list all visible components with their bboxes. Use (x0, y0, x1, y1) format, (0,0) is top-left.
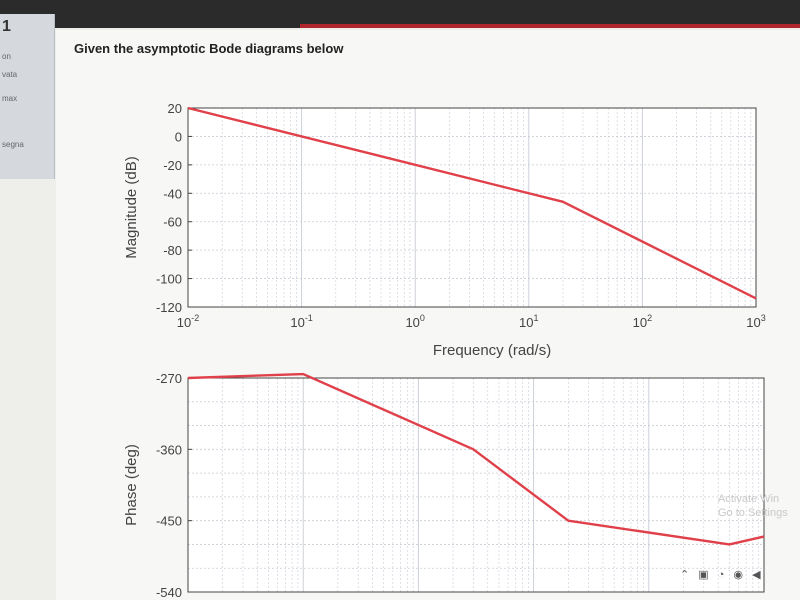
y-axis-label: Magnitude (dB) (123, 156, 140, 259)
sidebar-label-1: on (2, 52, 11, 61)
y-tick-label: -450 (156, 514, 182, 529)
x-tick-label: 10-1 (290, 313, 312, 330)
y-tick-label: -80 (163, 243, 182, 258)
y-tick-label: 0 (175, 129, 182, 144)
activation-watermark: Activate Win Go to Settings (718, 492, 788, 520)
x-tick-label: 103 (746, 313, 765, 330)
y-tick-label: -120 (156, 300, 182, 315)
plot-frame (187, 377, 765, 593)
plot-frame (187, 107, 757, 308)
y-tick-label: 20 (168, 101, 182, 116)
sidebar-label-3: max (2, 94, 18, 103)
phase-plot: -270 -360 -450 -540 Phase (deg) (123, 371, 765, 600)
series-line (187, 106, 757, 300)
y-tick-label: -20 (163, 158, 182, 173)
y-axis-label: Phase (deg) (123, 444, 140, 526)
watermark-line-2: Go to Settings (718, 507, 788, 519)
sidebar-label-2: vata (2, 70, 18, 79)
top-accent-bar (300, 24, 800, 28)
y-tick-label: -60 (163, 215, 182, 230)
sidebar-label-4: segna (2, 140, 24, 149)
x-tick-label: 101 (519, 313, 538, 330)
plot-area (188, 378, 764, 592)
y-tick-label: -40 (163, 186, 182, 201)
y-tick-label: -540 (156, 585, 182, 600)
y-tick-label: -100 (156, 272, 182, 287)
plot-area (188, 108, 756, 307)
series-line (187, 372, 765, 546)
watermark-line-1: Activate Win (718, 493, 780, 505)
taskbar-tray[interactable]: ⌃ ▣ ◔ ◉ ◀ (680, 569, 764, 581)
x-axis-label: Frequency (rad/s) (433, 342, 551, 359)
x-tick-label: 100 (405, 313, 424, 330)
question-number: 1 (2, 18, 11, 35)
x-tick-label: 102 (633, 313, 652, 330)
y-tick-label: -270 (156, 371, 182, 386)
browser-top-bar (0, 0, 800, 28)
quiz-sidebar: 1 on vata max segna (0, 14, 55, 179)
x-tick-label: 10-2 (177, 313, 199, 330)
y-tick-label: -360 (156, 442, 182, 457)
question-text: Given the asymptotic Bode diagrams below (74, 41, 344, 56)
